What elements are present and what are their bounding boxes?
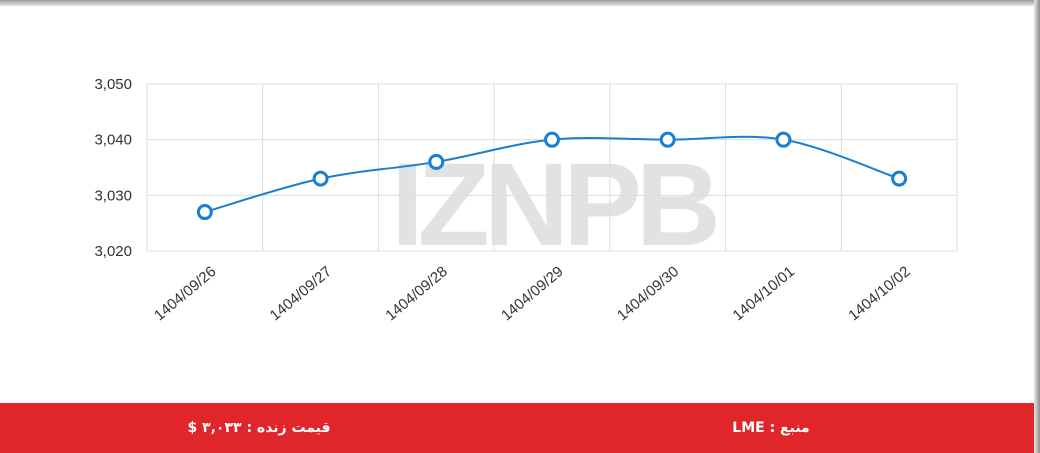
x-tick-label: 1404/09/29: [498, 263, 566, 324]
source: منبع : LME: [732, 420, 810, 436]
point: [312, 170, 329, 187]
x-tick-label: 1404/10/02: [845, 263, 913, 324]
live-price: قیمت زنده : ۳,۰۳۳ $: [187, 420, 331, 436]
point: [428, 153, 445, 170]
y-tick-label: 3,050: [94, 76, 132, 93]
point: [775, 131, 792, 148]
y-tick-label: 3,030: [94, 187, 132, 204]
point: [659, 131, 676, 148]
point: [544, 131, 560, 148]
x-tick-label: 1404/09/27: [267, 263, 335, 324]
top-border: [0, 0, 1040, 6]
point: [196, 204, 213, 221]
x-tick-label: 1404/09/28: [382, 263, 450, 324]
y-tick-label: 3,020: [94, 243, 132, 260]
footer: قیمت زنده : ۳,۰۳۳ $ منبع : LME: [0, 403, 1034, 453]
point: [891, 170, 908, 187]
x-tick-label: 1404/09/30: [614, 263, 682, 324]
y-tick-label: 3,040: [94, 132, 132, 149]
side-border: [1034, 0, 1040, 453]
x-tick-label: 1404/10/01: [730, 263, 798, 324]
x-tick-label: 1404/09/26: [151, 263, 219, 324]
